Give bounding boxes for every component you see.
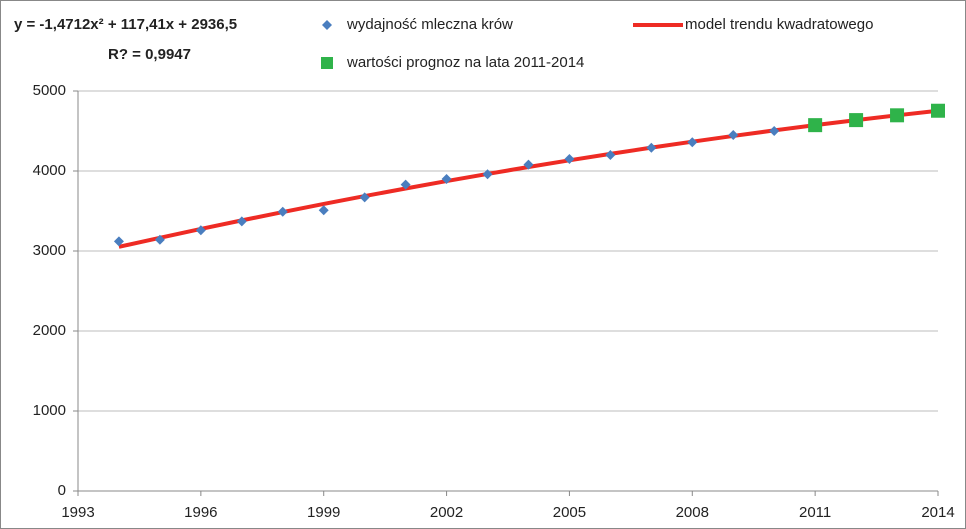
y-tick-label: 4000: [33, 162, 66, 179]
x-tick-label: 1993: [61, 504, 94, 521]
forecast-point: [931, 103, 945, 118]
x-tick-label: 2011: [799, 504, 831, 521]
data-point: [605, 150, 616, 160]
x-tick-label: 2005: [553, 504, 586, 521]
forecast-point: [849, 113, 864, 128]
x-tick-label: 2014: [921, 504, 954, 521]
y-tick-label: 1000: [33, 402, 66, 419]
equation: y = -1,4712x² + 117,41x + 2936,5: [14, 16, 237, 33]
data-point: [728, 130, 739, 140]
data-point: [646, 142, 657, 153]
data-point: [318, 205, 329, 216]
y-tick-label: 5000: [33, 82, 66, 99]
legend-marker: [321, 57, 333, 69]
data-point: [441, 174, 452, 184]
r-squared: R? = 0,9947: [108, 46, 191, 63]
data-point: [523, 159, 534, 170]
data-point: [154, 234, 165, 245]
y-tick-label: 3000: [33, 242, 66, 259]
x-tick-label: 1999: [307, 504, 340, 521]
forecast-point: [890, 108, 905, 123]
x-tick-label: 2002: [430, 504, 463, 521]
legend-label: wydajność mleczna krów: [346, 16, 513, 33]
data-point: [359, 192, 370, 203]
data-point: [277, 206, 288, 217]
data-point: [195, 225, 206, 236]
legend-marker: [322, 20, 332, 30]
data-point: [113, 236, 124, 247]
y-tick-label: 0: [58, 482, 66, 499]
data-point: [564, 154, 575, 164]
legend-label: wartości prognoz na lata 2011-2014: [346, 54, 584, 71]
data-point: [236, 216, 247, 227]
legend-label: model trendu kwadratowego: [685, 16, 873, 33]
y-tick-label: 2000: [33, 322, 66, 339]
x-tick-label: 2008: [676, 504, 709, 521]
data-point: [482, 169, 493, 180]
data-point: [687, 137, 698, 148]
data-point: [769, 126, 780, 136]
data-point: [400, 179, 411, 190]
forecast-point: [808, 118, 823, 133]
x-tick-label: 1996: [184, 504, 217, 521]
